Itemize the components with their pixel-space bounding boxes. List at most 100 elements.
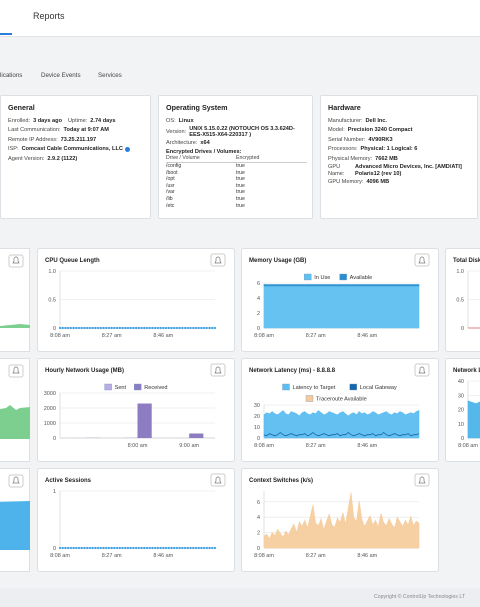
point — [148, 326, 151, 330]
line — [263, 431, 420, 437]
point — [148, 546, 151, 550]
header: Reports — [0, 0, 480, 37]
point — [151, 326, 154, 330]
point — [173, 326, 176, 330]
partial-card — [0, 248, 30, 352]
info-item: GPU Memory: 4096 MB — [328, 179, 389, 186]
x-tick-label: 8:00 am — [128, 443, 148, 449]
info-item: Remote IP Address: 73.25.211.197 — [8, 137, 96, 144]
point — [154, 546, 157, 550]
chart-card: Memory Usage (GB) In Use Available 0 2 4 6 8:08… — [241, 248, 439, 352]
info-item: Version: UNIX 5.15.0.22 (NOTOUCH OS 3.3.6… — [166, 126, 307, 139]
point — [88, 326, 92, 330]
y-tick-label: 0 — [53, 546, 56, 552]
y-tick-label: 20 — [254, 414, 260, 420]
info-value: Comcast Cable Communications, LLC — [21, 146, 123, 153]
y-tick-label: 0 — [257, 436, 260, 442]
footer: Copyright © ControlUp Technologies LT — [0, 588, 480, 607]
y-tick-label: 2000 — [44, 406, 56, 412]
info-value: 4096 MB — [366, 178, 390, 185]
y-tick-label: 0 — [53, 436, 56, 442]
card-body: Manufacturer: Dell Inc. Model: Precision 32… — [328, 116, 472, 187]
point — [211, 546, 214, 550]
y-tick-label: 40 — [458, 379, 464, 385]
info-label: Processors: — [328, 146, 358, 153]
point — [132, 546, 135, 550]
point — [178, 546, 181, 550]
table-row: /etc true — [166, 203, 307, 210]
point — [110, 326, 113, 330]
legend-label: Sent — [115, 385, 127, 391]
alert-button[interactable] — [210, 473, 226, 487]
tab[interactable]: lications — [0, 72, 23, 79]
x-tick-label: 8:27 am — [102, 333, 122, 339]
point — [113, 326, 116, 330]
table-cell: /boot — [166, 169, 178, 176]
info-item: GPU Name: Advanced Micro Devices, Inc. [A… — [328, 164, 472, 177]
info-value: 7662 MB — [375, 155, 398, 162]
y-tick-label: 30 — [254, 403, 260, 409]
y-tick-label: 10 — [254, 425, 260, 431]
point — [77, 326, 81, 330]
info-item: Processors: Physical: 1 Logical: 6 — [328, 146, 417, 153]
info-item: Last Communication: Today at 9:07 AM — [8, 127, 109, 134]
point — [162, 326, 165, 330]
drives-title: Encrypted Drives / Volumes: — [166, 149, 242, 156]
info-icon[interactable] — [124, 147, 130, 153]
info-value: Linux — [178, 117, 194, 124]
point — [124, 326, 127, 330]
chart-title: Network L — [453, 368, 480, 374]
point — [102, 326, 105, 330]
point — [107, 326, 111, 330]
header-cell: Encrypted — [236, 155, 260, 162]
y-tick-label: 2 — [257, 311, 260, 317]
table-cell: /lib — [166, 195, 173, 202]
legend-label: Traceroute Available — [316, 397, 367, 403]
point — [211, 326, 214, 330]
point — [173, 546, 176, 550]
point — [96, 326, 100, 330]
table-cell: true — [236, 169, 245, 176]
point — [67, 326, 70, 330]
card-body: Enrolled: 3 days ago Uptime: 2.74 days Last … — [8, 116, 145, 164]
info-line: GPU Name: Advanced Micro Devices, Inc. [A… — [328, 164, 472, 177]
x-tick-label: 8:27 am — [306, 553, 326, 559]
info-label: Architecture: — [166, 140, 198, 147]
point — [80, 326, 83, 330]
bell-icon — [214, 366, 222, 374]
alert-button[interactable] — [210, 363, 226, 377]
x-tick-label: 8:27 am — [306, 333, 326, 339]
point — [80, 546, 83, 550]
x-tick-label: 8:08 am — [50, 333, 70, 339]
chart-card: Network Latency (ms) - 8.8.8.8 Latency to… — [241, 358, 439, 462]
info-label: Agent Version: — [8, 155, 45, 162]
y-tick-label: 4 — [257, 515, 260, 521]
point — [126, 326, 130, 330]
alert-button[interactable] — [414, 363, 430, 377]
tab[interactable]: Device Events — [41, 72, 81, 79]
alert-button[interactable] — [414, 473, 430, 487]
tab[interactable]: Services — [98, 72, 122, 79]
point — [189, 546, 192, 550]
info-line: Architecture: x64 — [166, 139, 307, 149]
x-tick-label: 8:08 am — [254, 333, 274, 339]
nav-reports[interactable]: Reports — [33, 11, 65, 21]
chart-title: Active Sessions — [45, 478, 92, 484]
info-line: Serial Number: 4V90RK3 — [328, 135, 472, 145]
point — [183, 546, 187, 550]
alert-button[interactable] — [414, 253, 430, 267]
chart-card: Context Switches (k/s) 0 2 4 6 8:08 am 8:27 am… — [241, 468, 439, 572]
info-value: 2.74 days — [90, 117, 116, 124]
point — [107, 546, 111, 550]
alert-button[interactable] — [210, 253, 226, 267]
info-line: Agent Version: 2.9.2 (1122) — [8, 154, 145, 164]
y-tick-label: 6 — [257, 281, 260, 287]
y-tick-label: 1 — [53, 489, 56, 495]
chart-title: Hourly Network Usage (MB) — [45, 368, 124, 374]
legend-label: Received — [144, 385, 167, 391]
point — [192, 326, 195, 330]
point — [129, 326, 132, 330]
info-label: Manufacturer: — [328, 117, 363, 124]
chart-title: Network Latency (ms) - 8.8.8.8 — [249, 368, 336, 374]
